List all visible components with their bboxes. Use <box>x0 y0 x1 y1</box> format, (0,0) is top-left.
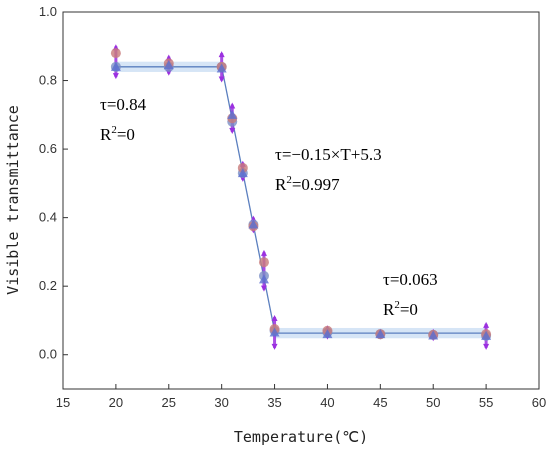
fit-bands <box>115 61 487 339</box>
error-bar-cap <box>271 315 278 322</box>
x-tick-label: 35 <box>267 395 281 410</box>
fit-annotation: τ=0.84 <box>100 95 147 114</box>
x-tick-label: 30 <box>214 395 228 410</box>
x-tick-label: 45 <box>373 395 387 410</box>
data-point <box>258 257 269 268</box>
y-tick-label: 0.8 <box>39 73 57 88</box>
x-tick-label: 25 <box>162 395 176 410</box>
fit-annotation: R2=0 <box>383 299 418 319</box>
data-point <box>237 162 248 173</box>
data-point <box>163 60 174 70</box>
data-point <box>216 63 227 73</box>
x-tick-label: 20 <box>109 395 123 410</box>
y-tick-label: 0.6 <box>39 141 57 156</box>
data-point <box>428 330 439 340</box>
data-point <box>269 327 280 337</box>
y-axis-title: Visible transmittance <box>4 105 22 295</box>
fit-annotation: τ=−0.15×T+5.3 <box>275 145 382 164</box>
y-axis: 0.0 0.2 0.4 0.6 0.8 1.0 <box>39 4 68 362</box>
y-tick-label: 1.0 <box>39 4 57 19</box>
fit-annotation: τ=0.063 <box>383 270 438 289</box>
plot-frame <box>62 11 540 390</box>
data-point <box>110 61 121 71</box>
error-bars <box>112 44 490 350</box>
error-bar-cap <box>112 73 119 80</box>
x-tick-label: 60 <box>532 395 546 410</box>
data-points <box>110 48 492 341</box>
x-axis-title: Temperature(℃) <box>234 428 368 446</box>
data-point <box>227 109 238 119</box>
data-point <box>481 330 492 340</box>
x-axis: 15 20 25 30 35 40 45 50 55 60 <box>56 384 546 410</box>
error-bar-cap <box>218 76 225 83</box>
data-point <box>258 274 269 284</box>
error-bar-cap <box>483 321 490 328</box>
data-point <box>322 329 333 339</box>
error-bar-cap <box>483 343 490 350</box>
x-tick-label: 15 <box>56 395 70 410</box>
fit-line <box>221 66 276 331</box>
error-bar-cap <box>229 127 236 134</box>
data-point <box>110 48 121 59</box>
fit-annotation: R2=0 <box>100 124 135 144</box>
fit-annotation: R2=0.997 <box>275 174 340 194</box>
data-point <box>248 219 259 229</box>
x-tick-label: 55 <box>479 395 493 410</box>
y-tick-label: 0.4 <box>39 210 57 225</box>
y-tick-label: 0.0 <box>39 347 57 362</box>
error-bar-cap <box>229 102 236 109</box>
fit-lines <box>115 66 487 334</box>
data-point <box>375 329 386 339</box>
error-bar-cap <box>218 51 225 58</box>
error-bar-cap <box>260 249 267 256</box>
fit-annotations: τ=0.84 R2=0 τ=−0.15×T+5.3 R2=0.997 τ=0.063 R2… <box>100 95 438 319</box>
error-bar-cap <box>271 343 278 350</box>
data-point <box>237 168 248 178</box>
y-tick-label: 0.2 <box>39 278 57 293</box>
x-tick-label: 40 <box>320 395 334 410</box>
error-bar-cap <box>260 285 267 292</box>
x-tick-label: 50 <box>426 395 440 410</box>
